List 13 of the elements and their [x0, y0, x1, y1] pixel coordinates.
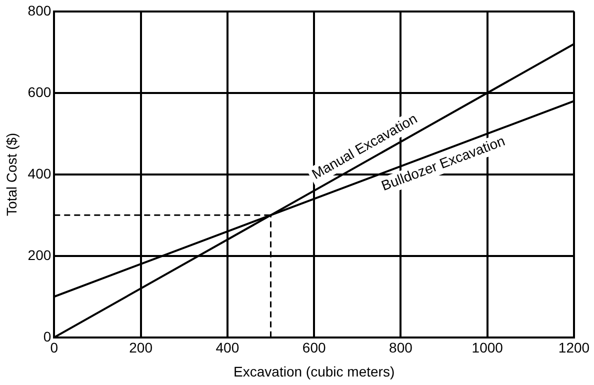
x-tick-label: 1000 — [472, 340, 504, 356]
x-axis-title: Excavation (cubic meters) — [234, 363, 395, 380]
y-axis-title: Total Cost ($) — [3, 132, 20, 216]
y-tick-label: 400 — [28, 165, 52, 182]
y-tick-label: 800 — [28, 2, 52, 18]
x-tick-label: 600 — [302, 340, 326, 356]
x-tick-label: 200 — [129, 340, 153, 356]
y-tick-label: 200 — [28, 246, 52, 263]
y-tick-label: 600 — [28, 84, 52, 100]
x-tick-label: 400 — [216, 340, 240, 356]
x-tick-label: 1200 — [558, 340, 590, 356]
y-tick-label: 0 — [43, 328, 52, 344]
x-tick-label: 800 — [389, 340, 413, 356]
